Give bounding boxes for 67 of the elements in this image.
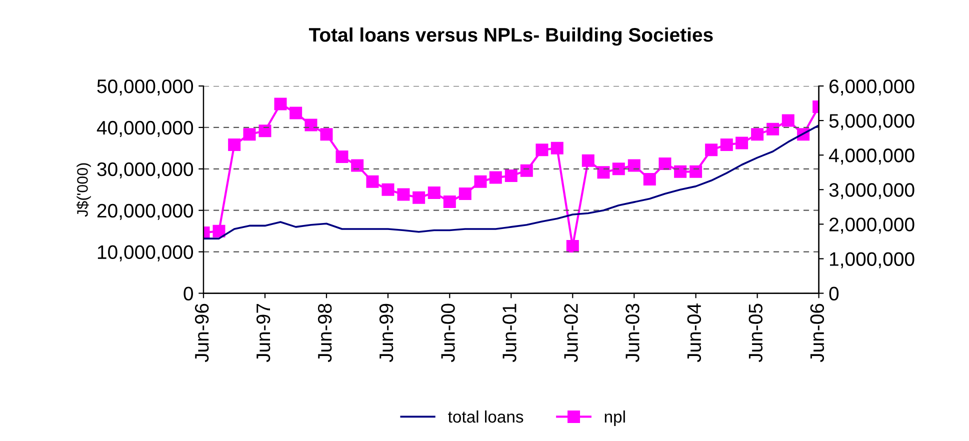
x-tick-label: Jun-05 (748, 304, 763, 362)
chart-title: Total loans versus NPLs- Building Societies (308, 27, 713, 46)
x-tick-label: Jun-03 (626, 304, 640, 362)
point (690, 165, 702, 178)
point (212, 224, 226, 238)
point (566, 240, 579, 253)
point (597, 166, 610, 179)
point (504, 170, 518, 182)
point (336, 150, 348, 164)
x-tick-label: Jun-96 (194, 304, 209, 362)
x-tick-label: Jun-04 (687, 304, 702, 362)
x-tick-label: Jun-98 (318, 304, 332, 362)
legend-label: total loans (448, 410, 524, 423)
point (736, 136, 748, 150)
point (766, 122, 780, 136)
y2-tick-label: 6,000,000 (830, 79, 914, 96)
y-tick-label: 50,000,000 (97, 79, 194, 96)
point (412, 191, 426, 204)
point (751, 128, 764, 141)
x-tick-label: Jun-01 (502, 304, 516, 362)
point (720, 138, 733, 151)
point (489, 171, 502, 184)
line-series (203, 124, 819, 240)
point (443, 195, 456, 208)
y2-tick-label: 5,000,000 (829, 114, 914, 130)
point (366, 175, 379, 188)
y-tick-label: 20,000,000 (97, 204, 194, 220)
point (228, 138, 241, 151)
y2-tick-label: 3,000,000 (829, 183, 914, 200)
point (643, 173, 656, 186)
y-tick-label: 0 (184, 286, 194, 300)
y2-tick-label: 0 (829, 286, 839, 300)
point (351, 159, 364, 172)
y2-tick-label: 1,000,000 (830, 252, 914, 268)
point (705, 144, 718, 156)
point (382, 183, 394, 196)
point (582, 154, 594, 167)
point (628, 159, 640, 172)
point (674, 165, 687, 178)
x-tick-label: Jun-97 (256, 304, 270, 362)
y-tick-label: 40,000,000 (96, 120, 194, 137)
point (243, 128, 256, 141)
point (290, 106, 302, 120)
x-tick-label: Jun-06 (810, 304, 824, 362)
point (458, 188, 472, 200)
point (428, 186, 440, 199)
point (520, 164, 533, 177)
legend-label: npl (604, 410, 625, 426)
x-tick-label: Jun-99 (379, 304, 394, 362)
y-tick-label: 10,000,000 (98, 245, 194, 262)
point (782, 114, 794, 127)
point (612, 162, 625, 176)
y2-tick-label: 4,000,000 (828, 148, 914, 165)
y2-tick-label: 2,000,000 (830, 218, 914, 234)
point (258, 124, 272, 138)
x-tick-label: Jun-00 (441, 304, 455, 362)
point (397, 188, 410, 201)
y-axis-title: J$('000) (76, 163, 91, 217)
x-tick-label: Jun-02 (564, 304, 578, 362)
point (304, 118, 318, 132)
point (550, 142, 564, 154)
point (474, 175, 487, 188)
point (658, 157, 672, 170)
point (274, 98, 287, 110)
point (320, 128, 333, 141)
y-tick-label: 30,000,000 (97, 162, 194, 178)
point (536, 144, 548, 156)
